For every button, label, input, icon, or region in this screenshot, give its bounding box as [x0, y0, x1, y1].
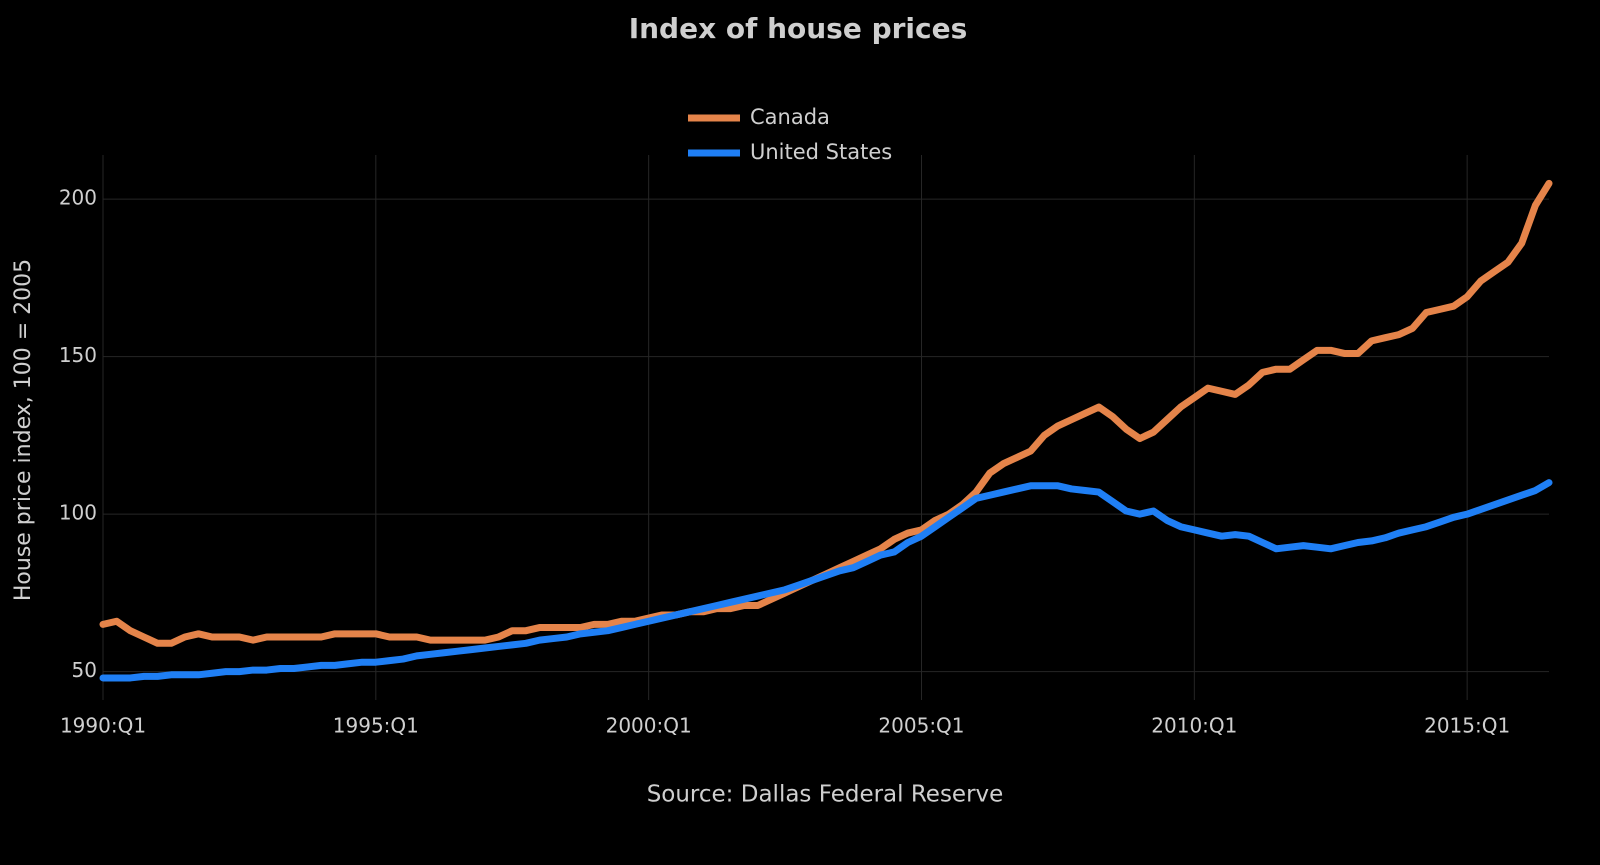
- legend-label: Canada: [750, 105, 830, 129]
- x-tick-label: 1995:Q1: [333, 714, 419, 738]
- legend-label: United States: [750, 140, 892, 164]
- y-tick-label: 100: [59, 501, 97, 525]
- line-series: [99, 479, 1553, 682]
- y-tick-label: 200: [59, 186, 97, 210]
- x-tick-label: 2010:Q1: [1151, 714, 1237, 738]
- y-axis-label: House price index, 100 = 2005: [11, 259, 36, 601]
- x-tick-label: 2015:Q1: [1424, 714, 1510, 738]
- caption: Source: Dallas Federal Reserve: [647, 782, 1004, 808]
- x-tick-label: 1990:Q1: [60, 714, 146, 738]
- chart-title: Index of house prices: [629, 12, 968, 45]
- x-tick-label: 2000:Q1: [606, 714, 692, 738]
- y-tick-label: 50: [72, 658, 97, 682]
- x-tick-label: 2005:Q1: [878, 714, 964, 738]
- y-tick-label: 150: [59, 343, 97, 367]
